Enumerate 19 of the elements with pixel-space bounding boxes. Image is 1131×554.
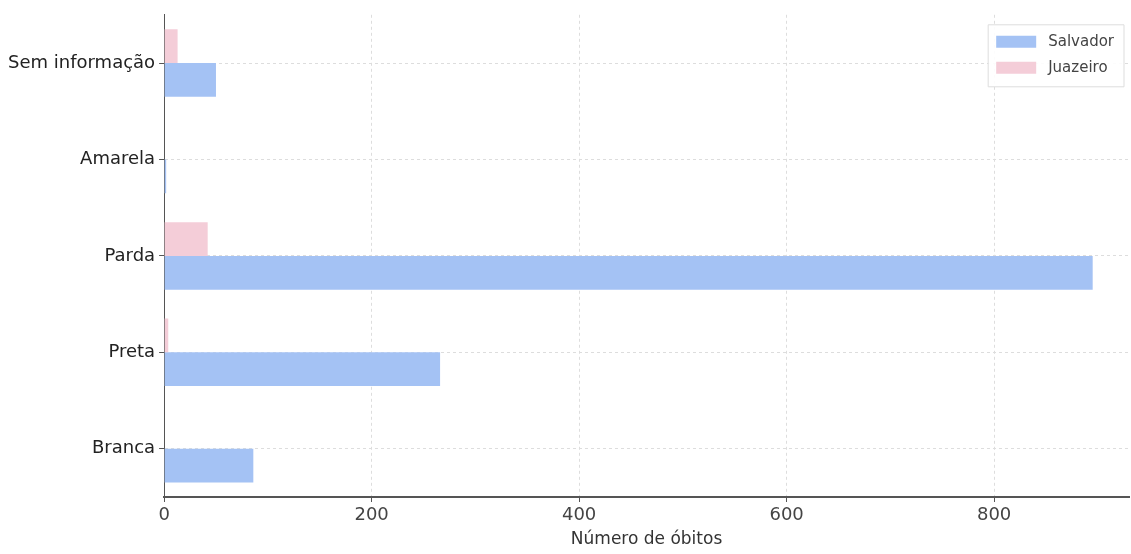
legend-label: Juazeiro (1047, 57, 1108, 76)
y-tick-label: Branca (91, 436, 156, 458)
y-tick-label: Parda (104, 243, 156, 265)
y-tick-label: Sem informação (7, 50, 156, 72)
y-tick-label: Amarela (80, 147, 156, 169)
bar (164, 352, 441, 387)
x-tick-label: 600 (769, 503, 804, 525)
x-axis-title: Número de óbitos (570, 528, 723, 549)
y-tick-label: Preta (108, 340, 156, 362)
x-tick-label: 800 (976, 503, 1012, 525)
bar (164, 448, 254, 483)
x-tick-label: 200 (354, 503, 389, 525)
bar (164, 222, 208, 256)
x-tick-label: 400 (561, 503, 597, 525)
legend-label: Salvador (1048, 31, 1115, 50)
bar (164, 255, 1093, 290)
x-tick-label: 0 (158, 503, 170, 525)
bar (164, 29, 178, 64)
bar (164, 63, 216, 97)
